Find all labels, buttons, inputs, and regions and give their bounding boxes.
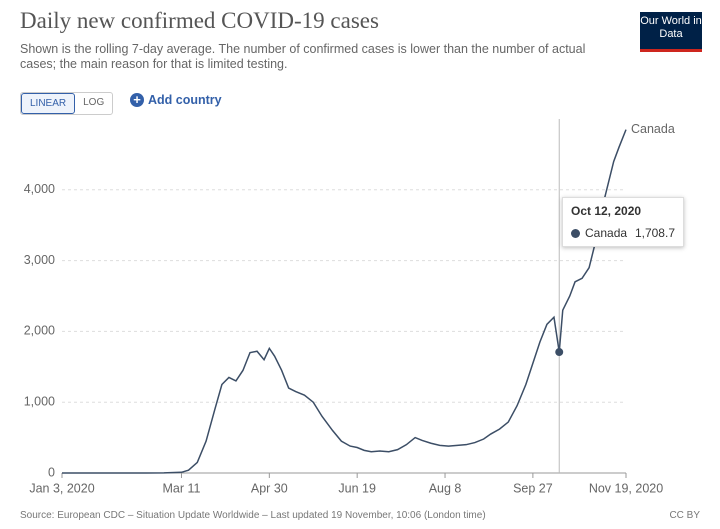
x-tick-label: Mar 11 [162,481,200,495]
add-country-label: Add country [148,93,222,107]
y-tick-label: 0 [48,465,55,479]
tooltip-row: Canada 1,708.7 [571,226,675,240]
source: Source: European CDC – Situation Update … [20,510,486,521]
logo[interactable]: Our World in Data [640,12,702,52]
x-tick-label: Nov 19, 2020 [589,481,663,495]
linear-button[interactable]: LINEAR [21,93,76,114]
x-tick-label: Jun 19 [338,481,376,495]
y-tick-label: 4,000 [24,182,55,196]
y-tick-label: 3,000 [24,253,55,267]
tooltip-dot [571,228,580,238]
hover-point [555,348,564,357]
tooltip-series: Canada [585,226,628,240]
plus-icon: + [130,93,144,107]
scale-toggle: LINEAR LOG [20,92,114,115]
series-label: Canada [631,122,675,136]
add-country[interactable]: + Add country [130,93,222,107]
y-tick-label: 1,000 [24,394,55,408]
x-tick-label: Jan 3, 2020 [29,481,94,495]
log-button[interactable]: LOG [83,97,105,108]
tooltip-title: Oct 12, 2020 [571,204,642,218]
series-line [62,129,627,474]
y-tick-label: 2,000 [24,324,55,338]
chart-subtitle: Shown is the rolling 7-day average. The … [20,42,586,71]
x-tick-label: Sep 27 [513,481,553,495]
tooltip-value: 1,708.7 [634,226,675,240]
tooltip: Oct 12, 2020 Canada 1,708.7 [562,197,684,247]
license[interactable]: CC BY [669,510,700,521]
x-tick-label: Apr 30 [251,481,288,495]
chart-title: Daily new confirmed COVID-19 cases [20,8,379,33]
x-tick-label: Aug 8 [429,481,462,495]
